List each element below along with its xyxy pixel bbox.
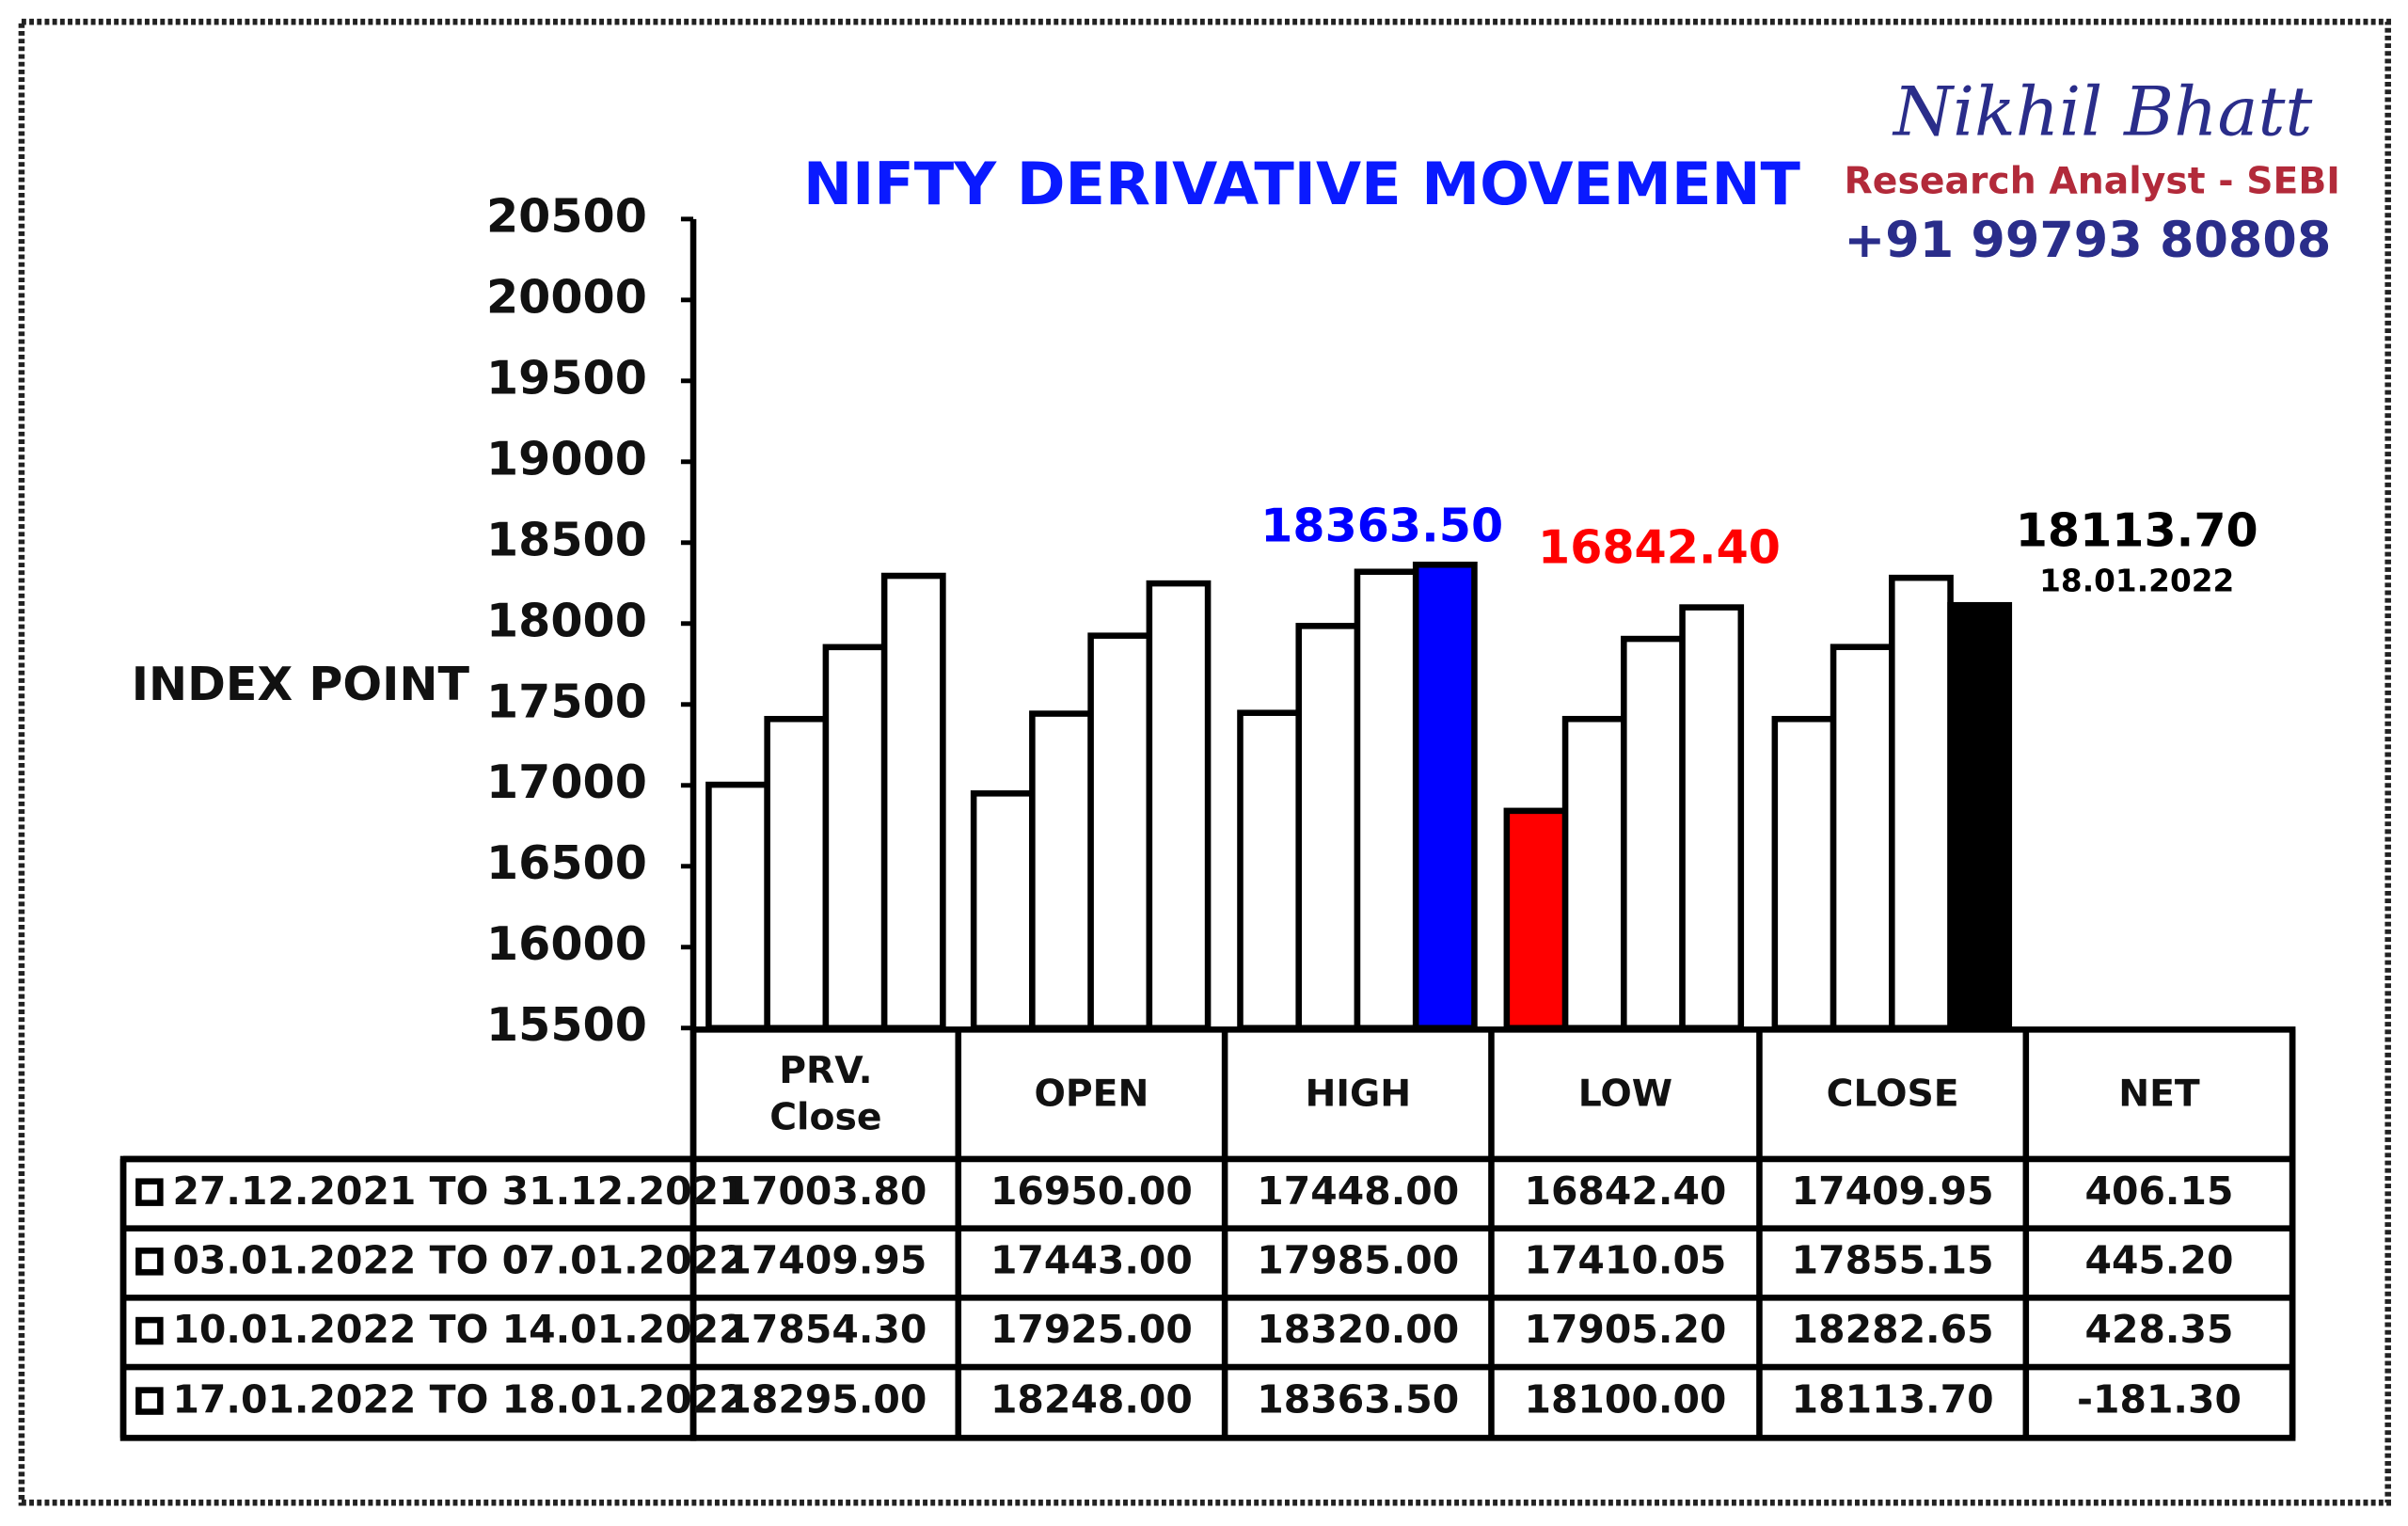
x-tick-label: OPEN [1034,1073,1149,1115]
table-header: NET [2118,1073,2200,1115]
table-cell: 16950.00 [990,1168,1193,1214]
y-tick-label: 18500 [486,512,647,566]
table-cell: 17855.15 [1792,1237,1994,1282]
bar [1237,709,1303,1031]
x-tick-label: LOW [1578,1073,1672,1115]
legend-label: 27.12.2021 TO 31.12.2021 [172,1168,745,1214]
legend-label: 17.01.2022 TO 18.01.2022 [172,1377,745,1423]
brand-name: Nikhil Bhatt [1892,72,2313,151]
annotation: 18363.50 [1260,499,1503,553]
bar [1412,561,1478,1031]
bar [1771,715,1837,1031]
bar [1029,710,1094,1031]
legend-swatch [135,1387,164,1415]
annotation: 18.01.2022 [2039,563,2234,598]
table-cell: 17409.95 [1792,1168,1994,1214]
annotation: 16842.40 [1538,519,1781,574]
table-cell: 18295.00 [724,1377,927,1423]
table-cell: 18113.70 [1792,1377,1994,1423]
table-cell: 445.20 [2084,1237,2233,1282]
x-tick-label: PRV. Close [769,1050,881,1138]
y-tick-label: 16000 [486,916,647,971]
annotation: 18113.70 [2016,502,2258,557]
table-cell: 18363.50 [1257,1377,1459,1423]
y-label: INDEX POINT [132,657,470,711]
brand-phone: +91 99793 80808 [1844,212,2331,269]
table-cell: 18100.00 [1524,1377,1726,1423]
bar [1503,807,1569,1031]
legend-swatch [135,1316,164,1345]
table-cell: 17854.30 [724,1307,927,1352]
y-tick-label: 16500 [486,835,647,890]
table-cell: 17410.05 [1524,1237,1726,1282]
brand-role: Research Analyst - SEBI [1845,161,2340,203]
table-cell: 17443.00 [990,1237,1193,1282]
bar [1561,715,1627,1031]
bar [880,572,946,1031]
frame [18,18,2391,1506]
bar [1621,635,1686,1031]
table-cell: 17409.95 [724,1237,927,1282]
table-cell: 17925.00 [990,1307,1193,1352]
y-tick-label: 18000 [486,593,647,647]
y-tick-label: 15500 [486,997,647,1052]
legend-label: 10.01.2022 TO 14.01.2022 [172,1307,745,1352]
bar [1889,574,1954,1031]
table-cell: -181.30 [2077,1377,2242,1423]
y-tick-label: 17500 [486,674,647,728]
bar [1087,632,1153,1031]
x-tick-label: CLOSE [1827,1073,1959,1115]
legend-label: 03.01.2022 TO 07.01.2022 [172,1237,745,1282]
table-cell: 428.35 [2084,1307,2233,1352]
legend-swatch [135,1248,164,1276]
x-tick-label: HIGH [1305,1073,1411,1115]
table-cell: 17448.00 [1257,1168,1459,1214]
chart-title: NIFTY DERIVATIVE MOVEMENT [803,150,1801,218]
y-tick-label: 19000 [486,431,647,485]
table-cell: 18282.65 [1792,1307,1994,1352]
y-tick-label: 17000 [486,755,647,809]
table-cell: 406.15 [2084,1168,2233,1214]
table-cell: 17905.20 [1524,1307,1726,1352]
bar [822,644,888,1031]
legend-swatch [135,1178,164,1206]
bar [1146,580,1212,1031]
table-cell: 16842.40 [1524,1168,1726,1214]
bar [1679,604,1745,1031]
bar [705,781,770,1031]
y-tick-label: 20500 [486,188,647,243]
table-cell: 17003.80 [724,1168,927,1214]
bar [1354,568,1419,1031]
bar [1295,623,1361,1031]
table-cell: 18320.00 [1257,1307,1459,1352]
bar [1830,644,1895,1031]
table-cell: 18248.00 [990,1377,1193,1423]
table-cell: 17985.00 [1257,1237,1459,1282]
bar [764,715,830,1031]
bar [970,790,1036,1031]
bar [1947,601,2013,1031]
y-tick-label: 19500 [486,350,647,405]
y-tick-label: 20000 [486,269,647,324]
